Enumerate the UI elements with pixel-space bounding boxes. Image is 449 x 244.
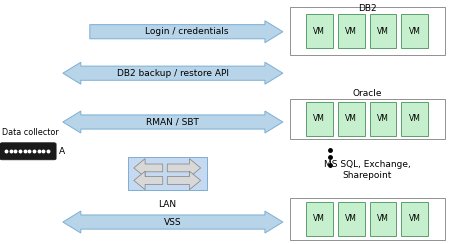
Text: MS SQL, Exchange,
Sharepoint: MS SQL, Exchange, Sharepoint: [324, 160, 410, 180]
FancyBboxPatch shape: [306, 14, 333, 48]
FancyBboxPatch shape: [0, 143, 56, 160]
FancyBboxPatch shape: [128, 157, 207, 190]
Polygon shape: [167, 159, 201, 177]
Text: VM: VM: [377, 27, 389, 36]
Polygon shape: [63, 111, 283, 133]
Text: VM: VM: [345, 114, 357, 123]
Text: VM: VM: [377, 214, 389, 224]
Polygon shape: [63, 211, 283, 233]
Text: VM: VM: [409, 114, 421, 123]
Text: Oracle: Oracle: [352, 90, 382, 98]
FancyBboxPatch shape: [338, 202, 365, 236]
Polygon shape: [134, 171, 163, 190]
Text: VM: VM: [313, 114, 325, 123]
FancyBboxPatch shape: [370, 14, 396, 48]
Polygon shape: [63, 62, 283, 84]
Text: VM: VM: [409, 27, 421, 36]
Text: VM: VM: [409, 214, 421, 224]
Text: VM: VM: [345, 27, 357, 36]
FancyBboxPatch shape: [290, 7, 445, 55]
FancyBboxPatch shape: [338, 14, 365, 48]
Text: LAN: LAN: [158, 200, 176, 209]
Polygon shape: [167, 171, 201, 190]
FancyBboxPatch shape: [370, 202, 396, 236]
Text: DB2 backup / restore API: DB2 backup / restore API: [117, 69, 229, 78]
FancyBboxPatch shape: [401, 202, 428, 236]
Text: VM: VM: [377, 114, 389, 123]
Text: VM: VM: [313, 27, 325, 36]
Text: Login / credentials: Login / credentials: [145, 27, 228, 36]
FancyBboxPatch shape: [338, 102, 365, 136]
FancyBboxPatch shape: [370, 102, 396, 136]
Text: RMAN / SBT: RMAN / SBT: [146, 118, 199, 126]
Text: VM: VM: [345, 214, 357, 224]
Text: DB2: DB2: [358, 4, 376, 13]
FancyBboxPatch shape: [306, 102, 333, 136]
Polygon shape: [90, 21, 283, 43]
Text: VSS: VSS: [164, 218, 182, 226]
Text: VM: VM: [313, 214, 325, 224]
Text: Data collector: Data collector: [2, 128, 59, 137]
FancyBboxPatch shape: [290, 198, 445, 240]
FancyBboxPatch shape: [306, 202, 333, 236]
FancyBboxPatch shape: [401, 14, 428, 48]
FancyBboxPatch shape: [401, 102, 428, 136]
Polygon shape: [134, 159, 163, 177]
FancyBboxPatch shape: [290, 99, 445, 139]
Text: A: A: [59, 147, 66, 156]
